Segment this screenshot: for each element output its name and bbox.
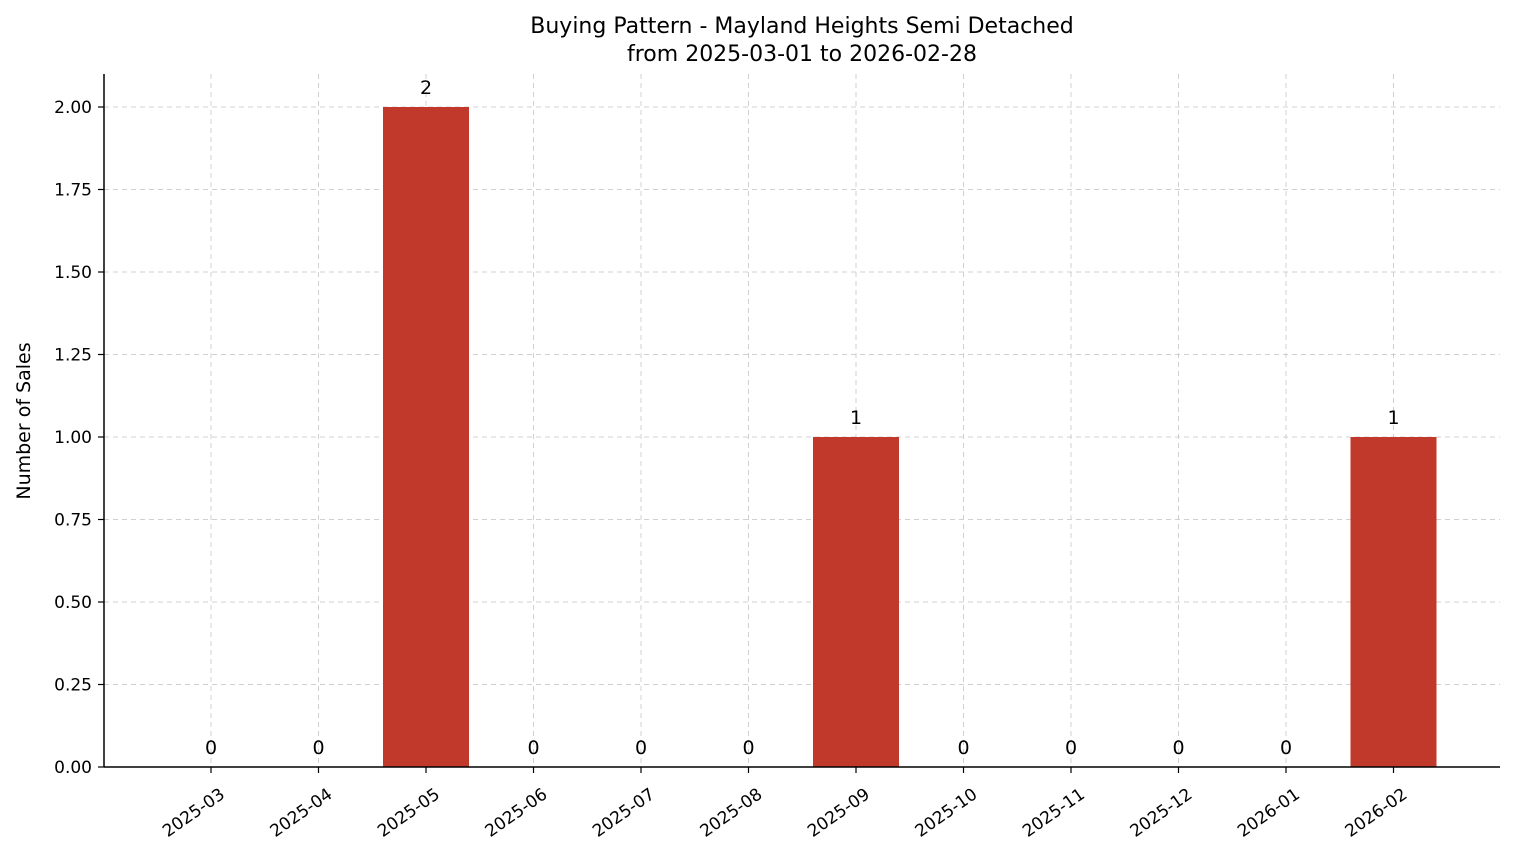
y-tick-label: 1.75 <box>54 181 92 201</box>
y-tick-label: 0.25 <box>54 676 92 696</box>
y-tick-label: 0.50 <box>54 593 92 613</box>
bar-value-label: 0 <box>742 737 754 759</box>
x-tick-label: 2025-06 <box>482 785 552 842</box>
x-tick-label: 2026-01 <box>1234 785 1304 842</box>
bar-value-label: 1 <box>1387 407 1399 429</box>
bar-value-label: 1 <box>850 407 862 429</box>
x-tick-label: 2025-08 <box>697 785 767 842</box>
grid <box>104 74 1500 768</box>
y-tick-label: 1.50 <box>54 263 92 283</box>
x-tick-label: 2026-02 <box>1342 785 1412 842</box>
x-tick-label: 2025-03 <box>159 785 229 842</box>
bar-value-label: 0 <box>1065 737 1077 759</box>
bar <box>813 437 899 767</box>
x-tick-label: 2025-10 <box>912 785 982 842</box>
x-tick-label: 2025-07 <box>589 785 659 842</box>
bar-value-label: 0 <box>205 737 217 759</box>
bar-value-label: 0 <box>635 737 647 759</box>
y-tick-label: 1.00 <box>54 428 92 448</box>
bar-value-label: 0 <box>312 737 324 759</box>
x-tick-label: 2025-09 <box>804 785 874 842</box>
x-tick-label: 2025-11 <box>1019 785 1089 842</box>
y-tick-label: 0.00 <box>54 758 92 778</box>
bar <box>383 107 469 767</box>
x-tick-label: 2025-05 <box>374 785 444 842</box>
bars <box>383 107 1437 767</box>
x-tick-label: 2025-12 <box>1127 785 1197 842</box>
bar-value-label: 0 <box>957 737 969 759</box>
chart-subtitle: from 2025-03-01 to 2026-02-28 <box>627 42 977 67</box>
x-tick-label: 2025-04 <box>267 785 337 842</box>
y-tick-label: 0.75 <box>54 511 92 531</box>
bar <box>1350 437 1437 767</box>
y-tick-label: 1.25 <box>54 346 92 366</box>
bar-value-label: 0 <box>1172 737 1184 759</box>
bar-value-label: 2 <box>420 77 432 99</box>
bar-value-label: 0 <box>527 737 539 759</box>
y-tick-label: 2.00 <box>54 98 92 118</box>
chart-title: Buying Pattern - Mayland Heights Semi De… <box>530 14 1073 39</box>
bar-value-label: 0 <box>1280 737 1292 759</box>
y-axis-label: Number of Sales <box>13 342 35 499</box>
bar-labels: 0 0 2 0 0 0 1 0 0 0 0 1 <box>205 77 1400 759</box>
